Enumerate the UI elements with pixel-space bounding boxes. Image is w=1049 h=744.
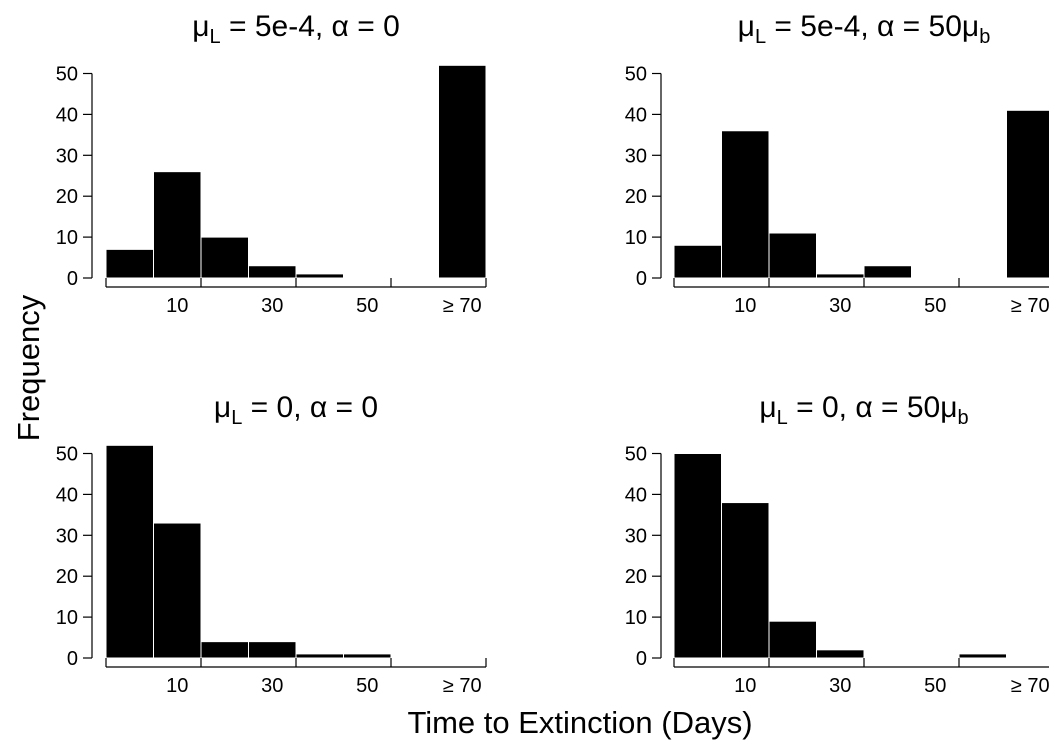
histogram-bar: [248, 265, 297, 279]
histogram-bar: [438, 64, 487, 279]
histogram-panel-4: μL = 0, α = 50μb 0 10 20 30 40 50 10 30 50 ≥ 70: [625, 391, 1049, 697]
x-tick-label: 50: [924, 295, 946, 317]
y-tick-label: 30: [625, 145, 647, 167]
histogram-bar: [200, 641, 249, 659]
x-tick-label: ≥ 70: [1011, 675, 1049, 697]
histogram-bar: [200, 236, 249, 279]
y-tick-label: 0: [67, 648, 78, 670]
y-tick-label: 50: [56, 64, 78, 86]
histogram-bar: [153, 171, 202, 279]
y-tick-label: 20: [625, 566, 647, 588]
y-tick-label: 0: [636, 268, 647, 290]
y-tick-label: 10: [56, 227, 78, 249]
x-tick-label: 10: [166, 675, 188, 697]
histogram-bar: [816, 649, 865, 659]
y-tick-label: 20: [56, 566, 78, 588]
histogram-bar: [1006, 109, 1049, 279]
histogram-bar: [958, 653, 1007, 659]
histogram-bar: [295, 653, 344, 659]
histogram-bar: [721, 502, 770, 659]
x-tick-label: 30: [261, 675, 283, 697]
histogram-panel-3: μL = 0, α = 0 0 10 20 30 40 50 10 30 50 ≥ 70: [56, 391, 487, 697]
y-tick-label: 50: [625, 64, 647, 86]
x-tick-label: 30: [829, 675, 851, 697]
x-tick-label: ≥ 70: [443, 675, 482, 697]
panel-title: μL = 5e-4, α = 0: [192, 10, 400, 48]
x-tick-label: 50: [924, 675, 946, 697]
histogram-bar: [105, 248, 154, 279]
histogram-bar: [295, 273, 344, 279]
y-axis-title: Frequency: [11, 294, 46, 441]
y-tick-label: 30: [625, 525, 647, 547]
y-tick-label: 20: [625, 186, 647, 208]
histogram-panel-1: μL = 5e-4, α = 0 0 10 20 30 40 50 10 30 50 ≥ 70: [56, 10, 487, 317]
panel-title: μL = 0, α = 0: [214, 391, 378, 429]
histogram-bar: [343, 653, 392, 659]
x-tick-label: 30: [261, 295, 283, 317]
panel-title: μL = 5e-4, α = 50μb: [738, 10, 991, 48]
y-tick-label: 50: [56, 444, 78, 466]
histogram-bar: [863, 265, 912, 279]
y-tick-label: 40: [625, 484, 647, 506]
y-tick-label: 10: [56, 607, 78, 629]
x-tick-label: 50: [356, 295, 378, 317]
y-tick-label: 40: [56, 104, 78, 126]
y-tick-label: 30: [56, 525, 78, 547]
x-tick-label: ≥ 70: [1011, 295, 1049, 317]
histogram-bar: [768, 232, 817, 279]
histogram-bar: [721, 130, 770, 279]
histogram-panel-2: μL = 5e-4, α = 50μb 0 10 20 30 40 50 10 30 50 ≥ 70: [625, 10, 1049, 317]
y-tick-label: 10: [625, 607, 647, 629]
histogram-bar: [816, 273, 865, 279]
y-tick-label: 50: [625, 444, 647, 466]
panel-title: μL = 0, α = 50μb: [759, 391, 968, 429]
y-tick-label: 20: [56, 186, 78, 208]
x-tick-label: 10: [734, 675, 756, 697]
histogram-bar: [768, 620, 817, 659]
x-tick-label: 10: [166, 295, 188, 317]
y-tick-label: 40: [56, 484, 78, 506]
y-tick-label: 0: [636, 648, 647, 670]
x-tick-label: 10: [734, 295, 756, 317]
histogram-bar: [673, 453, 722, 659]
histogram-bar: [153, 522, 202, 659]
y-tick-label: 10: [625, 227, 647, 249]
histogram-bar: [105, 444, 154, 659]
x-tick-label: ≥ 70: [443, 295, 482, 317]
x-axis-title: Time to Extinction (Days): [407, 705, 752, 740]
x-tick-label: 50: [356, 675, 378, 697]
y-tick-label: 30: [56, 145, 78, 167]
y-tick-label: 0: [67, 268, 78, 290]
y-tick-label: 40: [625, 104, 647, 126]
histogram-bar: [248, 641, 297, 659]
x-tick-label: 30: [829, 295, 851, 317]
histogram-bar: [673, 244, 722, 279]
